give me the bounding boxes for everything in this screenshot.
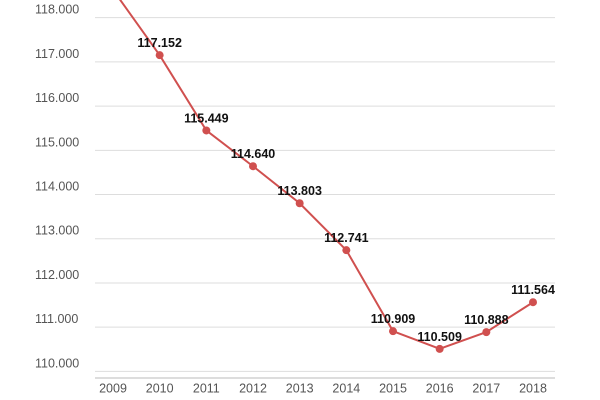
point bbox=[482, 328, 491, 337]
point bbox=[155, 51, 164, 60]
value-label: 114.640 bbox=[231, 147, 276, 161]
value-label: 110.509 bbox=[417, 330, 462, 344]
y-tick-label: 114.000 bbox=[35, 180, 79, 194]
point bbox=[342, 246, 351, 255]
y-tick-label: 115.000 bbox=[35, 135, 79, 149]
y-tick-label: 111.000 bbox=[35, 312, 78, 326]
y-tick-label: 118.000 bbox=[35, 3, 79, 17]
y-tick-label: 117.000 bbox=[35, 47, 79, 61]
x-tick-label: 2012 bbox=[239, 381, 267, 395]
point bbox=[389, 327, 397, 336]
x-tick-label: 2015 bbox=[379, 381, 407, 395]
point bbox=[295, 199, 304, 208]
value-label: 111.564 bbox=[511, 283, 555, 297]
point bbox=[249, 162, 257, 171]
value-label: 110.888 bbox=[464, 313, 509, 327]
y-tick-label: 116.000 bbox=[35, 91, 79, 105]
point bbox=[202, 126, 211, 135]
y-tick-label: 110.000 bbox=[35, 356, 79, 370]
value-label: 115.449 bbox=[184, 111, 229, 125]
plot-area bbox=[119, 0, 537, 353]
y-tick-label: 113.000 bbox=[35, 224, 79, 238]
x-tick-label: 2017 bbox=[472, 381, 500, 395]
value-label: 113.803 bbox=[277, 184, 322, 198]
x-tick-label: 2009 bbox=[99, 381, 127, 395]
y-tick-label: 112.000 bbox=[35, 268, 79, 282]
line bbox=[119, 0, 534, 350]
x-tick-label: 2011 bbox=[193, 381, 220, 395]
point bbox=[529, 298, 537, 307]
x-tick-label: 2013 bbox=[286, 381, 314, 395]
value-label: 110.909 bbox=[371, 312, 416, 326]
x-tick-label: 2010 bbox=[146, 381, 174, 395]
x-tick-label: 2014 bbox=[332, 381, 360, 395]
value-label: 117.152 bbox=[137, 36, 182, 50]
x-tick-label: 2018 bbox=[519, 381, 547, 395]
point bbox=[435, 344, 444, 353]
value-label: 112.741 bbox=[324, 231, 369, 245]
x-tick-label: 2016 bbox=[426, 381, 454, 395]
